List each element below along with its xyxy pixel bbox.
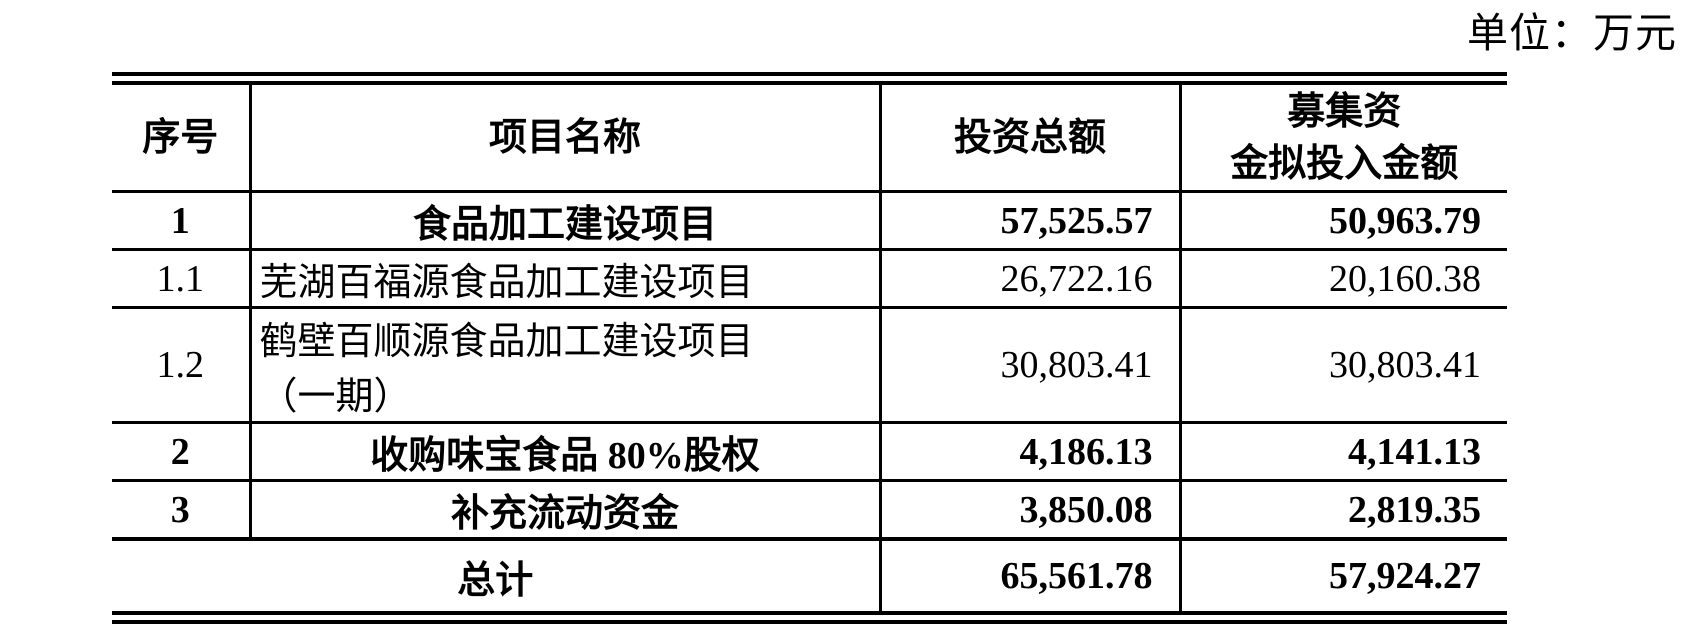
row-2-project-name: 收购味宝食品 80%股权 [250, 422, 882, 482]
row-1-2-serial: 1.2 [112, 307, 252, 424]
table-total-row: 总计 65,561.78 57,924.27 [112, 539, 1507, 611]
header-serial: 序号 [112, 85, 252, 193]
row-1-1-serial: 1.1 [112, 249, 252, 309]
investment-projects-table: 序号 项目名称 投资总额 募集资 金拟投入金额 1 食品加工建设项目 57,52… [112, 72, 1507, 624]
table-row-1: 1 食品加工建设项目 57,525.57 50,963.79 [112, 191, 1507, 251]
row-1-1-total-investment: 26,722.16 [880, 249, 1182, 309]
row-3-raised-funds: 2,819.35 [1180, 480, 1507, 541]
header-raised-funds-line1: 募集资 [1287, 90, 1402, 133]
row-1-2-project-name-line2: （一期） [259, 376, 412, 418]
row-1-1-project-name: 芜湖百福源食品加工建设项目 [250, 249, 882, 309]
row-2-total-investment: 4,186.13 [880, 422, 1182, 482]
row-3-total-investment: 3,850.08 [880, 480, 1182, 541]
table-row-2: 2 收购味宝食品 80%股权 4,186.13 4,141.13 [112, 422, 1507, 482]
row-3-project-name: 补充流动资金 [250, 480, 882, 541]
row-2-raised-funds: 4,141.13 [1180, 422, 1507, 482]
header-project-name: 项目名称 [250, 85, 882, 193]
row-1-project-name: 食品加工建设项目 [250, 191, 882, 251]
header-raised-funds-line2: 金拟投入金额 [1230, 142, 1459, 185]
total-label: 总计 [112, 539, 882, 611]
row-1-2-total-investment: 30,803.41 [880, 307, 1182, 424]
total-raised-funds-value: 57,924.27 [1329, 555, 1481, 597]
header-raised-funds: 募集资 金拟投入金额 [1180, 85, 1507, 193]
row-1-2-project-name-line1: 鹤壁百顺源食品加工建设项目 [259, 321, 754, 363]
row-3-serial: 3 [112, 480, 252, 541]
row-1-1-raised-funds: 20,160.38 [1180, 249, 1507, 309]
table-row-1-1: 1.1 芜湖百福源食品加工建设项目 26,722.16 20,160.38 [112, 249, 1507, 309]
table-row-3: 3 补充流动资金 3,850.08 2,819.35 [112, 480, 1507, 541]
row-1-2-raised-funds: 30,803.41 [1180, 307, 1507, 424]
table-row-1-2: 1.2 鹤壁百顺源食品加工建设项目 （一期） 30,803.41 30,803.… [112, 307, 1507, 424]
row-1-serial: 1 [112, 191, 252, 251]
row-1-2-project-name: 鹤壁百顺源食品加工建设项目 （一期） [250, 307, 882, 424]
total-investment-value: 65,561.78 [880, 539, 1182, 611]
row-1-raised-funds: 50,963.79 [1180, 191, 1507, 251]
table-header-row: 序号 项目名称 投资总额 募集资 金拟投入金额 [112, 85, 1507, 193]
row-1-total-investment: 57,525.57 [880, 191, 1182, 251]
row-2-serial: 2 [112, 422, 252, 482]
unit-label: 单位：万元 [1467, 10, 1677, 56]
header-total-investment: 投资总额 [880, 85, 1182, 193]
